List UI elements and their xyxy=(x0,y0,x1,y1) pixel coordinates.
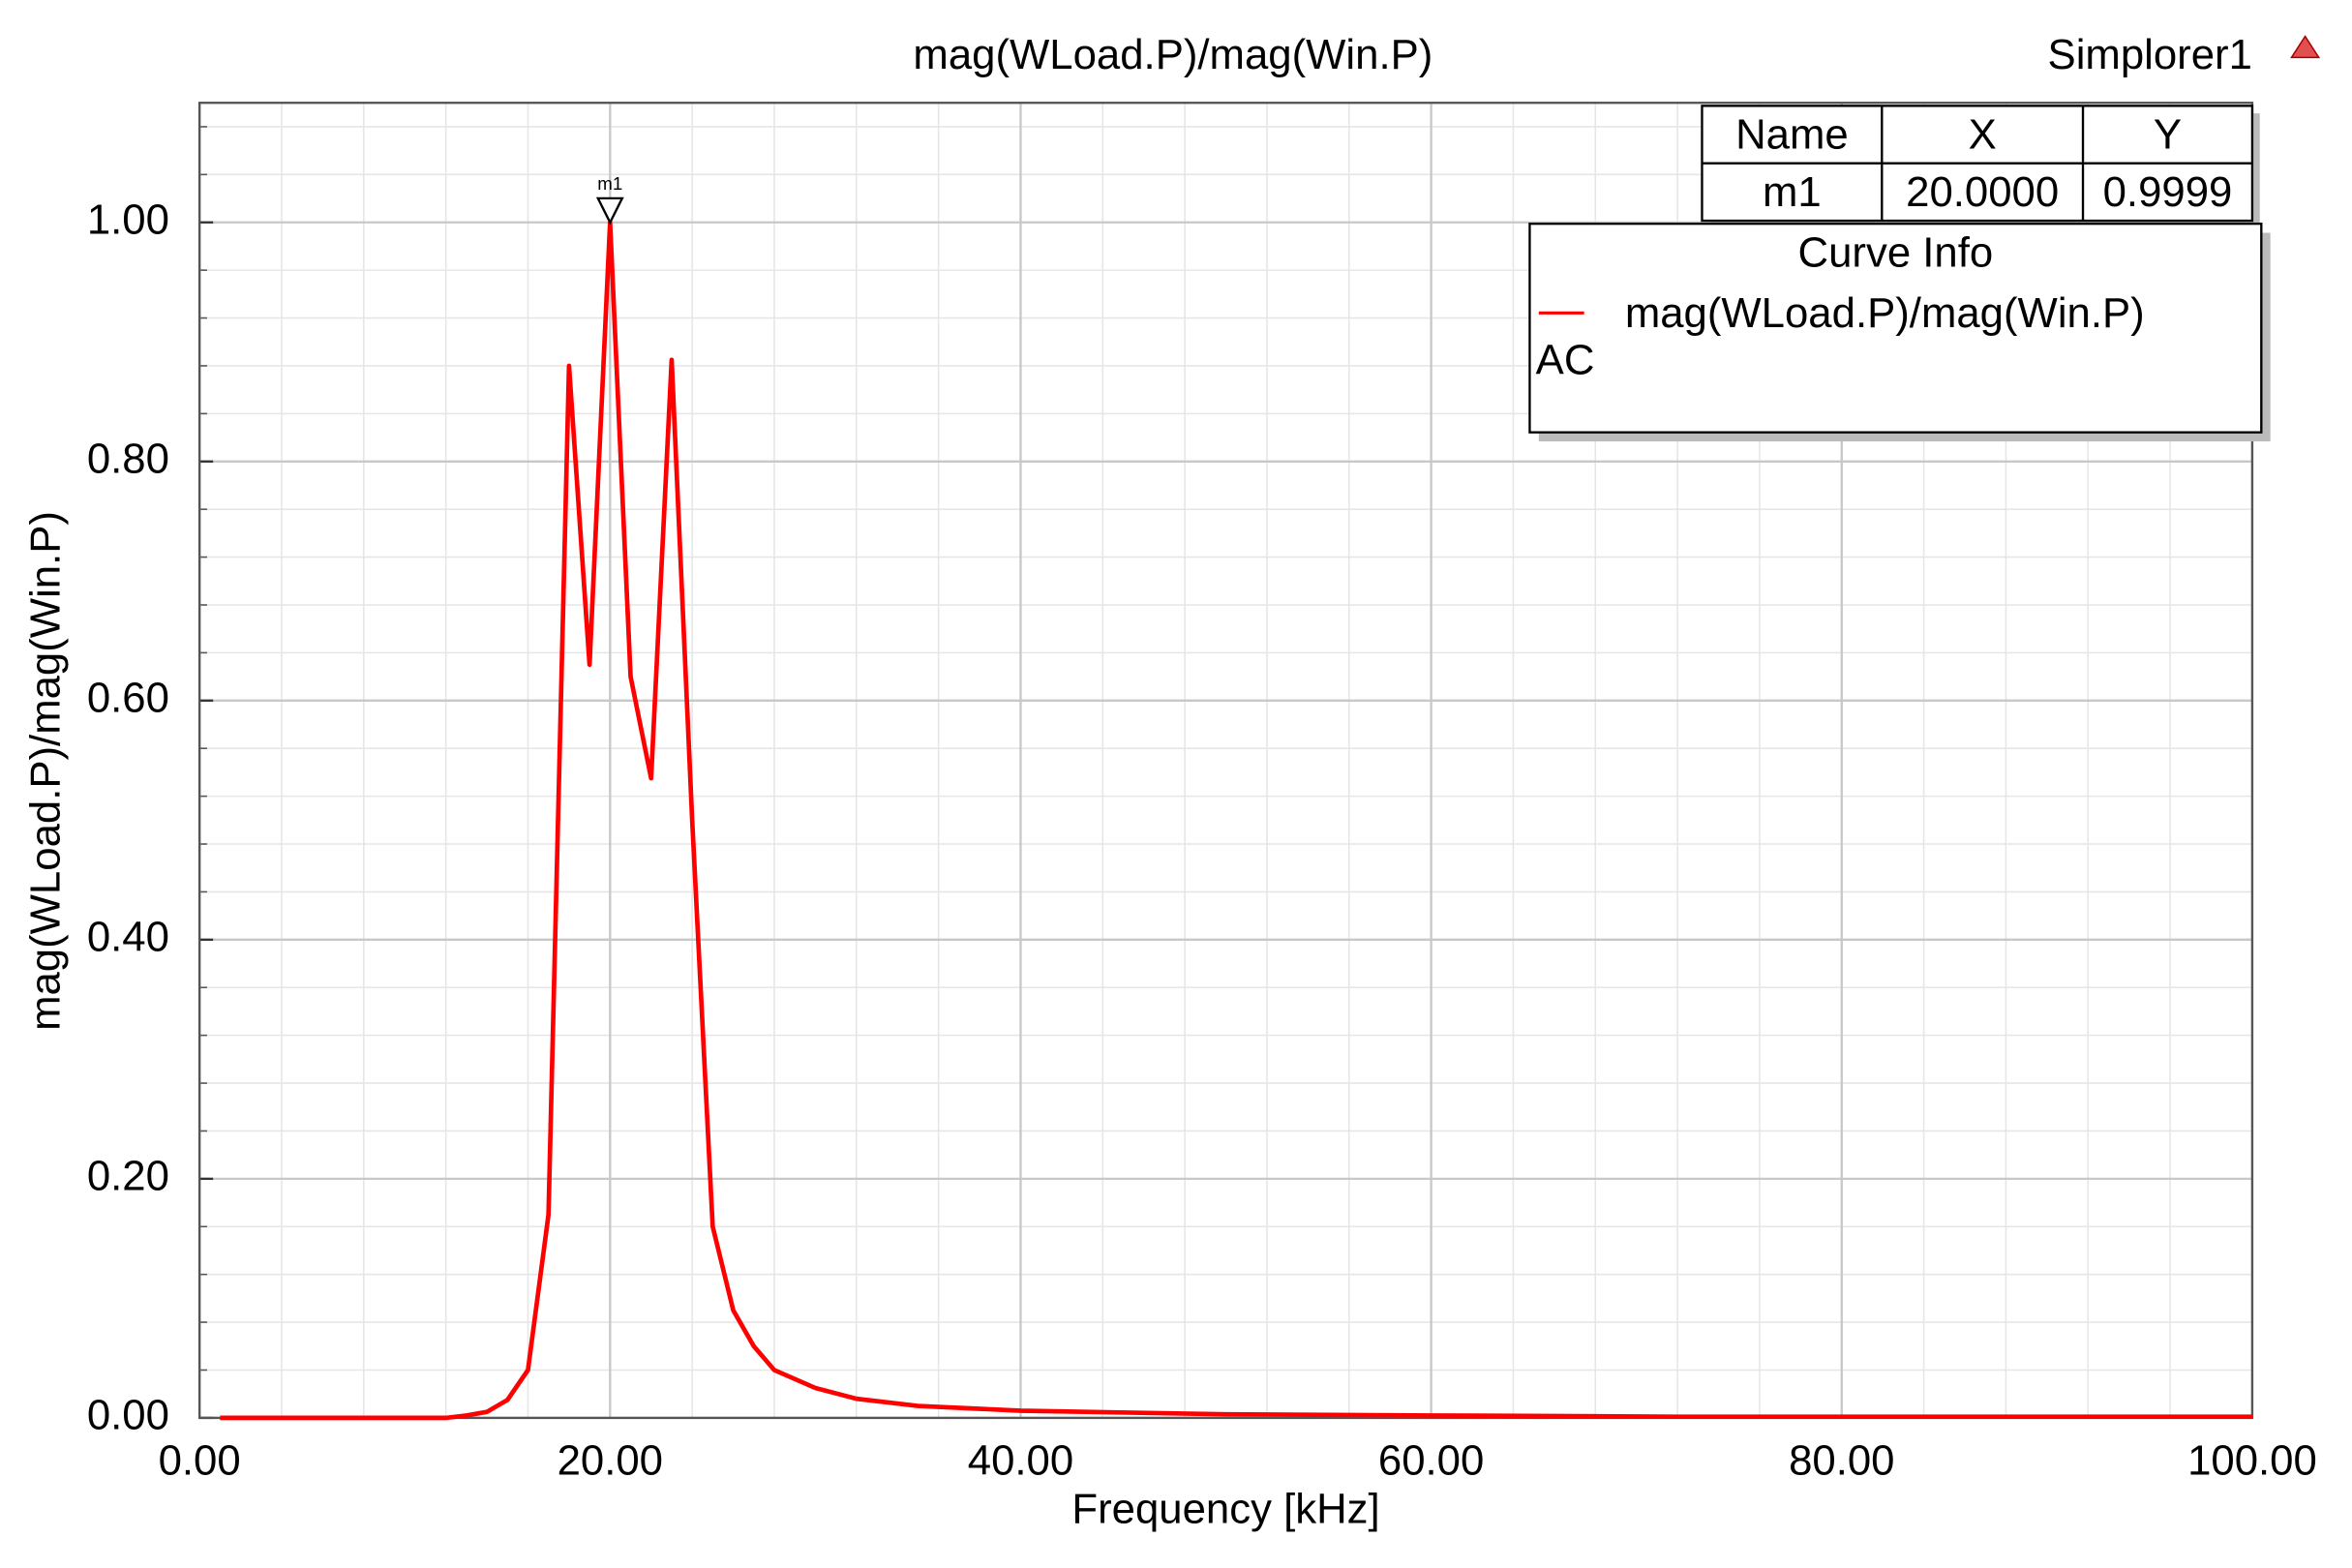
x-tick-label: 0.00 xyxy=(159,1436,241,1484)
x-tick-label: 80.00 xyxy=(1789,1436,1894,1484)
table-header: X xyxy=(1969,111,1997,159)
plot-frame xyxy=(197,102,2254,1420)
legend-solution: AC xyxy=(1536,336,1595,383)
table-cell: m1 xyxy=(1763,168,1822,216)
marker-triangle xyxy=(595,196,624,226)
chart-title: mag(WLoad.P)/mag(Win.P) xyxy=(913,31,1432,78)
app-icon xyxy=(2290,35,2321,59)
y-tick-label: 1.00 xyxy=(87,196,169,243)
x-tick-label: 20.00 xyxy=(558,1436,663,1484)
legend xyxy=(1528,222,2263,434)
y-tick-label: 0.60 xyxy=(87,674,169,721)
series-line xyxy=(220,220,2252,1421)
overlay: m1 Name X Ym1 20.0000 0.9999 Curve Info mag(WLo… xyxy=(595,105,2271,442)
grid: 0.00 20.00 40.00 60.00 80.00 100.00 0.00 0.20 0.… xyxy=(87,102,2317,1484)
x-tick-label: 100.00 xyxy=(2187,1436,2317,1484)
y-tick-label: 0.00 xyxy=(87,1391,169,1438)
x-tick-label: 60.00 xyxy=(1378,1436,1484,1484)
y-tick-label: 0.80 xyxy=(87,435,169,482)
x-axis-label: Frequency [kHz] xyxy=(1071,1485,1379,1532)
plot xyxy=(220,220,2252,1421)
y-axis-label: mag(WLoad.P)/mag(Win.P) xyxy=(22,511,70,1031)
y-tick-label: 0.20 xyxy=(87,1152,169,1199)
table-header: Name xyxy=(1735,111,1849,159)
marker-label: m1 xyxy=(597,173,622,194)
app-name: Simplorer1 xyxy=(2048,31,2252,78)
table-cell: 0.9999 xyxy=(2103,168,2233,216)
table-cell: 20.0000 xyxy=(1906,168,2059,216)
legend-title: Curve Info xyxy=(1798,228,1994,276)
table-header: Y xyxy=(2154,111,2182,159)
x-tick-label: 40.00 xyxy=(968,1436,1073,1484)
y-tick-label: 0.40 xyxy=(87,913,169,960)
legend-entry: mag(WLoad.P)/mag(Win.P) xyxy=(1625,289,2145,337)
